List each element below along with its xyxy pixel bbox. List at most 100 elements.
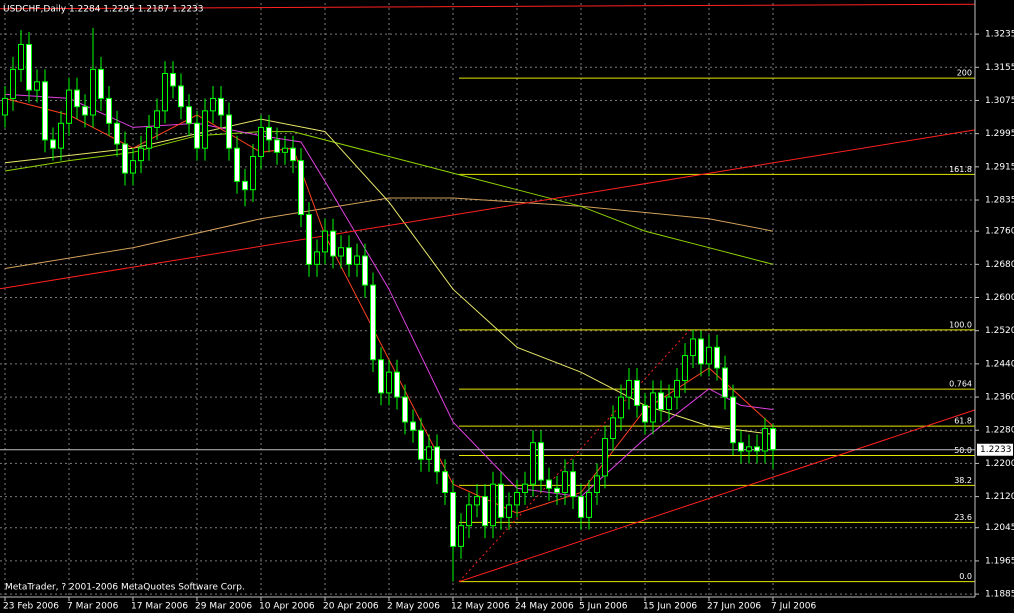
candle-body xyxy=(162,73,168,112)
candle-body xyxy=(538,442,544,481)
x-tick-label: 27 Jun 2006 xyxy=(707,602,761,612)
candle-body xyxy=(266,126,272,141)
y-tick-label: 1.2995 xyxy=(985,129,1014,139)
candle-body xyxy=(706,346,712,365)
candle-body xyxy=(394,371,400,398)
candle-body xyxy=(210,97,216,112)
candle-body xyxy=(90,68,96,116)
candle-body xyxy=(322,230,328,253)
candle-body xyxy=(290,147,296,162)
y-tick-label: 1.2680 xyxy=(985,260,1014,270)
candle-body xyxy=(554,487,560,493)
candle-body xyxy=(578,496,584,518)
fib-label: 200 xyxy=(957,69,972,78)
candle-body xyxy=(594,475,600,493)
x-tick-label: 15 Jun 2006 xyxy=(643,602,697,612)
x-tick-label: 10 Apr 2006 xyxy=(259,602,315,612)
candle-body xyxy=(482,496,488,527)
y-tick-label: 1.2200 xyxy=(985,459,1014,469)
y-tick-label: 1.3155 xyxy=(985,63,1014,73)
candle-body xyxy=(714,346,720,369)
current-price-box xyxy=(977,443,1013,456)
y-tick-label: 1.2915 xyxy=(985,162,1014,172)
candle-body xyxy=(674,379,680,398)
candle-body xyxy=(82,106,88,116)
candle-body xyxy=(26,43,32,91)
candle-body xyxy=(562,471,568,493)
y-tick-label: 1.2600 xyxy=(985,293,1014,303)
x-tick-label: 17 Mar 2006 xyxy=(131,602,188,612)
candle-body xyxy=(530,442,536,485)
y-tick-label: 1.2520 xyxy=(985,326,1014,336)
y-tick-label: 1.2120 xyxy=(985,492,1014,502)
candle-body xyxy=(122,143,128,174)
y-tick-label: 1.2280 xyxy=(985,426,1014,436)
candle-body xyxy=(450,491,456,547)
x-tick-label: 23 Feb 2006 xyxy=(3,602,59,612)
fib-label: 161.8 xyxy=(949,165,972,174)
candle-body xyxy=(730,396,736,444)
candle-body xyxy=(10,68,16,99)
candle-body xyxy=(242,180,248,191)
x-tick-label: 2 May 2006 xyxy=(387,602,440,612)
candle-body xyxy=(698,338,704,365)
trend-line xyxy=(0,129,976,290)
candle-body xyxy=(602,438,608,477)
candle-body xyxy=(426,446,432,460)
y-tick-label: 1.2440 xyxy=(985,359,1014,369)
y-tick-label: 1.1965 xyxy=(985,556,1014,566)
candle-body xyxy=(514,491,520,506)
candle-body xyxy=(466,504,472,527)
candle-body xyxy=(586,491,592,518)
fib-label: 0.764 xyxy=(949,380,972,389)
candle-body xyxy=(490,483,496,527)
candle-body xyxy=(418,429,424,460)
candle-body xyxy=(650,392,656,423)
candle-body xyxy=(666,396,672,411)
fib-label: 38.2 xyxy=(954,476,972,485)
candle-body xyxy=(74,89,80,108)
candle-body xyxy=(642,404,648,423)
candle-body xyxy=(170,73,176,87)
candle-body xyxy=(2,97,8,116)
candle-body xyxy=(610,417,616,440)
candle-body xyxy=(362,255,368,286)
y-tick-label: 1.2360 xyxy=(985,393,1014,403)
candle-body xyxy=(370,284,376,361)
candle-body xyxy=(746,446,752,452)
fib-label: 61.8 xyxy=(954,417,972,426)
candle-body xyxy=(434,446,440,473)
candle-body xyxy=(442,471,448,493)
candle-body xyxy=(402,396,408,423)
candle-body xyxy=(186,106,192,124)
fib-label: 23.6 xyxy=(954,513,972,522)
x-tick-label: 29 Mar 2006 xyxy=(195,602,252,612)
candle-body xyxy=(458,525,464,547)
y-tick-label: 1.1885 xyxy=(985,590,1014,600)
copyright: MetaTrader, ? 2001-2006 MetaQuotes Softw… xyxy=(5,583,245,593)
candle-body xyxy=(218,97,224,116)
candle-body xyxy=(130,160,136,174)
candle-body xyxy=(498,483,504,518)
candle-body xyxy=(346,247,352,265)
x-tick-label: 7 Mar 2006 xyxy=(67,602,119,612)
candle-body xyxy=(282,147,288,153)
candle-body xyxy=(626,379,632,398)
candle-body xyxy=(546,479,552,489)
candle-body xyxy=(154,110,160,128)
y-tick-label: 1.3075 xyxy=(985,96,1014,106)
y-tick-label: 1.2760 xyxy=(985,227,1014,237)
candle-body xyxy=(338,247,344,257)
candle-body xyxy=(634,379,640,406)
x-tick-label: 12 May 2006 xyxy=(451,602,510,612)
candle-body xyxy=(114,122,120,145)
candle-body xyxy=(570,471,576,498)
candle-body xyxy=(42,81,48,141)
candle-body xyxy=(738,442,744,452)
candle-body xyxy=(146,126,152,149)
candle-body xyxy=(34,81,40,91)
candle-body xyxy=(18,43,24,70)
candle-body xyxy=(682,355,688,381)
